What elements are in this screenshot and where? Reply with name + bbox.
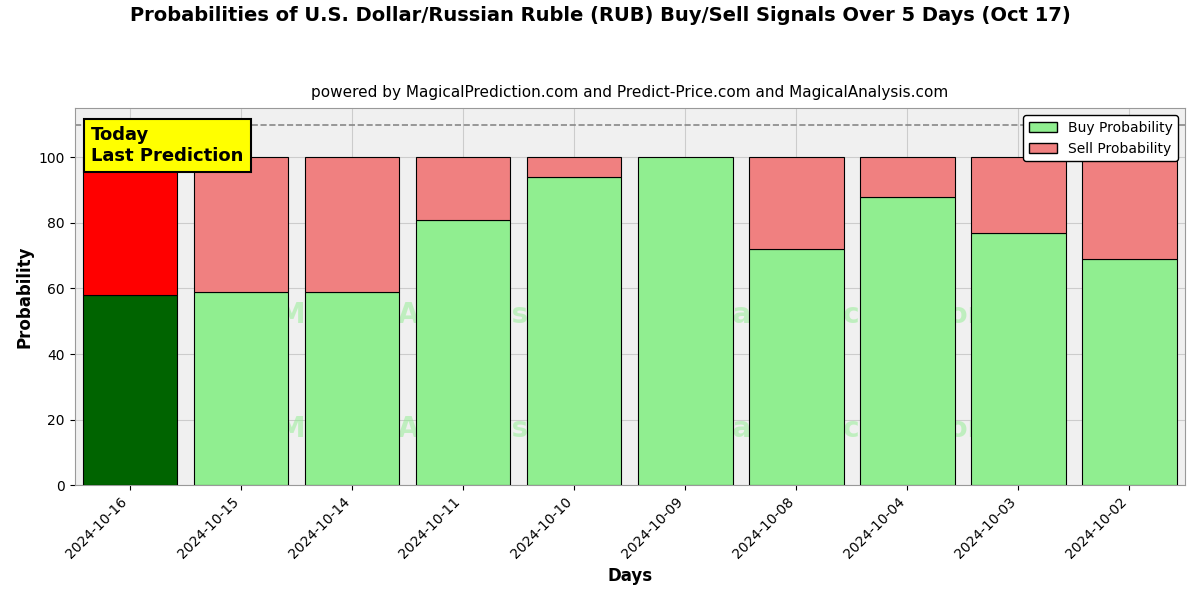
Bar — [860, 157, 955, 197]
Bar — [83, 157, 178, 295]
Text: MagicalPrediction.com: MagicalPrediction.com — [641, 415, 997, 443]
Text: MagicalAnalysis.com: MagicalAnalysis.com — [278, 415, 604, 443]
Bar — [527, 177, 622, 485]
Bar — [305, 157, 400, 292]
Bar — [971, 233, 1066, 485]
Bar — [305, 292, 400, 485]
Text: Today
Last Prediction: Today Last Prediction — [91, 126, 244, 165]
X-axis label: Days: Days — [607, 567, 653, 585]
Bar — [416, 220, 510, 485]
Text: MagicalAnalysis.com: MagicalAnalysis.com — [278, 301, 604, 329]
Title: powered by MagicalPrediction.com and Predict-Price.com and MagicalAnalysis.com: powered by MagicalPrediction.com and Pre… — [311, 85, 948, 100]
Bar — [416, 157, 510, 220]
Text: MagicalPrediction.com: MagicalPrediction.com — [641, 301, 997, 329]
Bar — [1082, 259, 1177, 485]
Bar — [1082, 157, 1177, 259]
Bar — [749, 157, 844, 249]
Bar — [83, 295, 178, 485]
Y-axis label: Probability: Probability — [16, 245, 34, 348]
Bar — [194, 157, 288, 292]
Bar — [527, 157, 622, 177]
Bar — [194, 292, 288, 485]
Bar — [638, 157, 732, 485]
Legend: Buy Probability, Sell Probability: Buy Probability, Sell Probability — [1024, 115, 1178, 161]
Bar — [860, 197, 955, 485]
Bar — [971, 157, 1066, 233]
Text: Probabilities of U.S. Dollar/Russian Ruble (RUB) Buy/Sell Signals Over 5 Days (O: Probabilities of U.S. Dollar/Russian Rub… — [130, 6, 1070, 25]
Bar — [749, 249, 844, 485]
